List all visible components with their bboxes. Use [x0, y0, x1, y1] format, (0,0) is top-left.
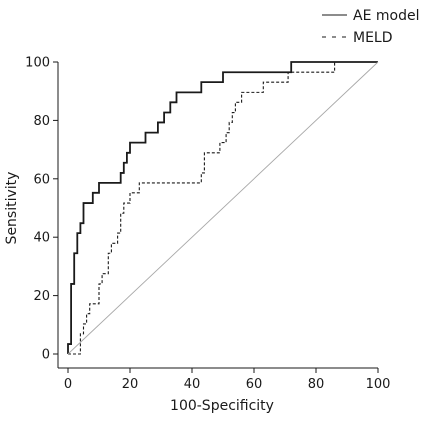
x-tick-label: 100	[366, 377, 391, 392]
y-axis-label: Sensitivity	[4, 172, 20, 245]
axes-layer: 0 20 40 60 80 100 0 20 40 60 80 100	[25, 56, 390, 393]
x-axis-label: 100-Specificity	[170, 398, 274, 414]
legend-label-meld: MELD	[353, 30, 393, 46]
x-tick-label: 0	[64, 377, 72, 392]
series-line-meld	[68, 61, 378, 355]
series-line-ae-model	[67, 61, 378, 354]
y-tick-label: 60	[33, 172, 50, 187]
y-tick-label: 20	[33, 289, 50, 304]
x-tick-label: 80	[308, 377, 325, 392]
legend: AE model MELD	[322, 8, 419, 46]
x-tick-label: 20	[122, 377, 139, 392]
y-tick-label: 100	[25, 56, 50, 71]
y-tick-label: 80	[33, 114, 50, 129]
x-tick-label: 60	[246, 377, 263, 392]
y-tick-label: 0	[42, 348, 50, 363]
series-line-reference-diagonal	[67, 61, 379, 355]
y-tick-label: 40	[33, 231, 50, 246]
legend-label-ae-model: AE model	[353, 8, 419, 24]
series-layer	[67, 61, 379, 355]
x-tick-label: 40	[184, 377, 201, 392]
